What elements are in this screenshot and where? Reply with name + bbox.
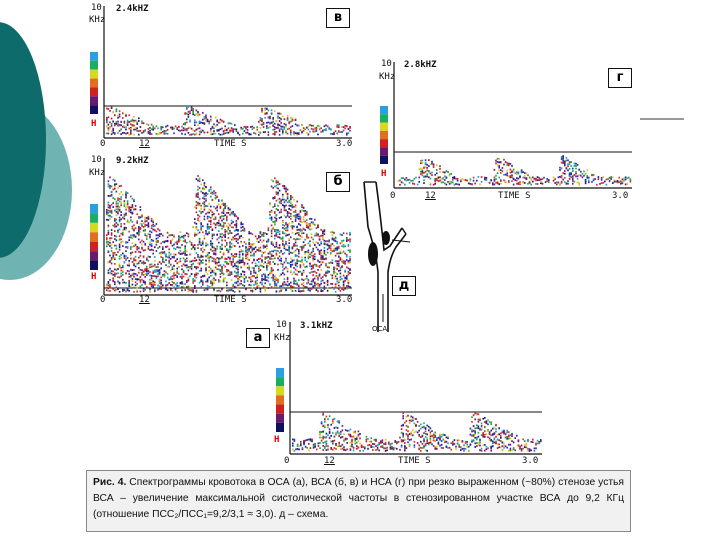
caption-title: Рис. 4. bbox=[93, 477, 127, 488]
color-scale-block bbox=[380, 114, 388, 123]
vessel-schema-drawing bbox=[363, 181, 411, 332]
panel-letter-a: а bbox=[246, 328, 270, 348]
color-scale-block bbox=[276, 413, 284, 423]
y-top-label: 10 bbox=[91, 155, 102, 165]
x-end: 3.0 bbox=[522, 456, 539, 466]
color-scale-block bbox=[90, 222, 98, 233]
spectrogram-b-plot bbox=[90, 158, 352, 296]
spectrogram-panel-a: 10 KHz 3.1kHZ H 0 12 TIME S 3.0 а bbox=[246, 316, 546, 470]
spectrogram-signal bbox=[106, 106, 351, 136]
schema-letter: д bbox=[392, 276, 416, 296]
figure-caption: Рис. 4. Спектрограммы кровотока в ОСА (а… bbox=[86, 470, 631, 532]
color-scale-block bbox=[90, 87, 98, 97]
color-scale-block bbox=[276, 395, 284, 405]
y-top-label: 10 bbox=[381, 59, 392, 69]
x-zero: 0 bbox=[284, 456, 290, 466]
color-scale-block bbox=[90, 241, 98, 252]
freq-label: 2.4kHZ bbox=[116, 4, 149, 14]
x-axis-label: TIME S bbox=[398, 456, 431, 466]
schema-vessel-label: ОСА bbox=[372, 325, 388, 333]
spectrogram-signal bbox=[106, 175, 351, 293]
x-zero: 0 bbox=[100, 139, 106, 149]
spectrogram-g-plot bbox=[380, 62, 632, 189]
color-scale-block bbox=[276, 377, 284, 387]
freq-label: 9.2kHZ bbox=[116, 156, 149, 166]
teal-dark-shape bbox=[0, 22, 46, 258]
color-scale-block bbox=[90, 78, 98, 88]
color-scale-block bbox=[90, 213, 98, 223]
x-end: 3.0 bbox=[336, 139, 353, 149]
x-tick: 12 bbox=[324, 456, 335, 466]
y-unit-label: KHz bbox=[379, 72, 396, 82]
color-scale-block bbox=[276, 422, 284, 432]
x-end: 3.0 bbox=[336, 295, 353, 305]
color-scale-block bbox=[90, 232, 98, 242]
x-tick: 12 bbox=[139, 139, 150, 149]
caption-text: Спектрограммы кровотока в ОСА (а), ВСА (… bbox=[93, 477, 625, 520]
color-scale-block bbox=[380, 106, 388, 115]
y-unit-label: KHz bbox=[89, 168, 106, 178]
spectrogram-panel-g: 10 KHz 2.8kHZ H 0 12 TIME S 3.0 г bbox=[376, 56, 638, 206]
h-mark: H bbox=[274, 435, 280, 445]
y-unit-label: KHz bbox=[89, 15, 106, 25]
color-scale-block bbox=[380, 122, 388, 131]
color-scale-block bbox=[380, 147, 388, 156]
color-scale-block bbox=[276, 404, 284, 414]
x-tick: 12 bbox=[425, 191, 436, 201]
spectrogram-panel-v: 10 KHz 2.4kHZ H 0 12 TIME S 3.0 в bbox=[86, 2, 356, 152]
color-scale-block bbox=[90, 260, 98, 270]
h-mark: H bbox=[91, 272, 97, 282]
y-top-label: 10 bbox=[276, 320, 287, 330]
color-scale-block bbox=[90, 52, 98, 61]
spectrogram-signal bbox=[292, 412, 542, 452]
freq-label: 3.1kHZ bbox=[300, 321, 333, 331]
color-scale-block bbox=[380, 130, 388, 140]
h-mark: H bbox=[381, 169, 387, 179]
spectrogram-panel-b: 10 KHz 9.2kHZ H 0 12 TIME S 3.0 б bbox=[86, 152, 356, 310]
x-tick: 12 bbox=[139, 295, 150, 305]
color-scale-block bbox=[90, 251, 98, 261]
panel-letter-g: г bbox=[608, 68, 632, 88]
color-scale-block bbox=[276, 386, 284, 396]
vessel-schema: д ОСА bbox=[356, 172, 416, 342]
x-zero: 0 bbox=[100, 295, 106, 305]
y-unit-label: KHz bbox=[274, 333, 291, 343]
color-scale-block bbox=[276, 368, 284, 378]
color-scale-block bbox=[90, 69, 98, 79]
spectrogram-signal bbox=[397, 155, 632, 186]
color-scale-block bbox=[90, 204, 98, 214]
x-axis-label: TIME S bbox=[498, 191, 531, 201]
h-mark: H bbox=[91, 119, 97, 129]
y-top-label: 10 bbox=[91, 3, 102, 13]
spectrogram-v-plot bbox=[90, 6, 352, 139]
freq-label: 2.8kHZ bbox=[404, 60, 437, 70]
color-scale-block bbox=[90, 60, 98, 70]
color-scale-block bbox=[90, 96, 98, 106]
panel-letter-b: б bbox=[326, 172, 350, 192]
color-scale-block bbox=[90, 105, 98, 114]
x-end: 3.0 bbox=[612, 191, 629, 201]
x-axis-label: TIME S bbox=[214, 295, 247, 305]
color-scale-block bbox=[380, 139, 388, 148]
color-scale-block bbox=[380, 155, 388, 164]
spectrogram-a-plot bbox=[276, 322, 542, 455]
x-zero: 0 bbox=[390, 191, 396, 201]
panel-letter-v: в bbox=[326, 8, 350, 28]
x-axis-label: TIME S bbox=[214, 139, 247, 149]
